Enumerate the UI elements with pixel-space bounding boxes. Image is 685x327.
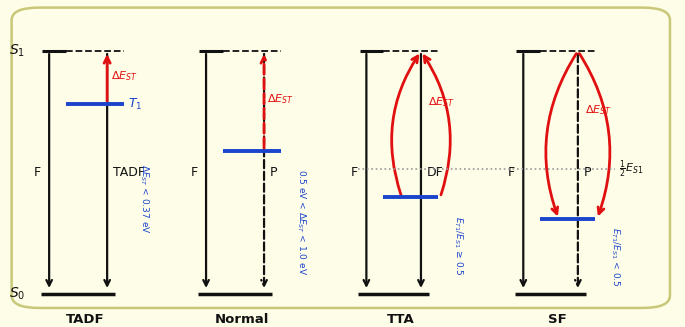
Text: $\Delta E_{ST}$: $\Delta E_{ST}$ <box>427 95 455 109</box>
Text: F: F <box>190 166 198 179</box>
Text: P: P <box>269 166 277 179</box>
Text: F: F <box>508 166 515 179</box>
Text: $\Delta E_{ST}$: $\Delta E_{ST}$ <box>585 103 612 117</box>
Text: $\Delta E_{ST}$: $\Delta E_{ST}$ <box>110 69 138 83</box>
Text: $T_1$: $T_1$ <box>128 96 142 112</box>
Text: $E_{T1}/E_{S1}$ < 0.5: $E_{T1}/E_{S1}$ < 0.5 <box>609 227 622 286</box>
Text: $S_1$: $S_1$ <box>9 43 25 60</box>
Text: F: F <box>34 166 41 179</box>
Text: Normal: Normal <box>214 313 269 326</box>
Text: F: F <box>351 166 358 179</box>
Text: $\Delta E_{ST}$: $\Delta E_{ST}$ <box>267 93 295 106</box>
Text: TADF: TADF <box>66 313 104 326</box>
FancyBboxPatch shape <box>12 8 670 308</box>
Text: TTA: TTA <box>386 313 414 326</box>
Text: 0.5 eV < $\Delta E_{ST}$ < 1.0 eV: 0.5 eV < $\Delta E_{ST}$ < 1.0 eV <box>295 169 308 275</box>
Text: P: P <box>584 166 591 179</box>
Text: TADF: TADF <box>112 166 145 179</box>
Text: $E_{T1}/E_{S1}$ ≥ 0.5: $E_{T1}/E_{S1}$ ≥ 0.5 <box>452 216 464 276</box>
Text: $\frac{1}{2}E_{S1}$: $\frac{1}{2}E_{S1}$ <box>619 159 643 180</box>
Text: DF: DF <box>427 166 443 179</box>
Text: $S_0$: $S_0$ <box>9 286 25 302</box>
Text: $\Delta E_{ST}$ < 0.37 eV: $\Delta E_{ST}$ < 0.37 eV <box>138 164 151 234</box>
Text: SF: SF <box>548 313 566 326</box>
